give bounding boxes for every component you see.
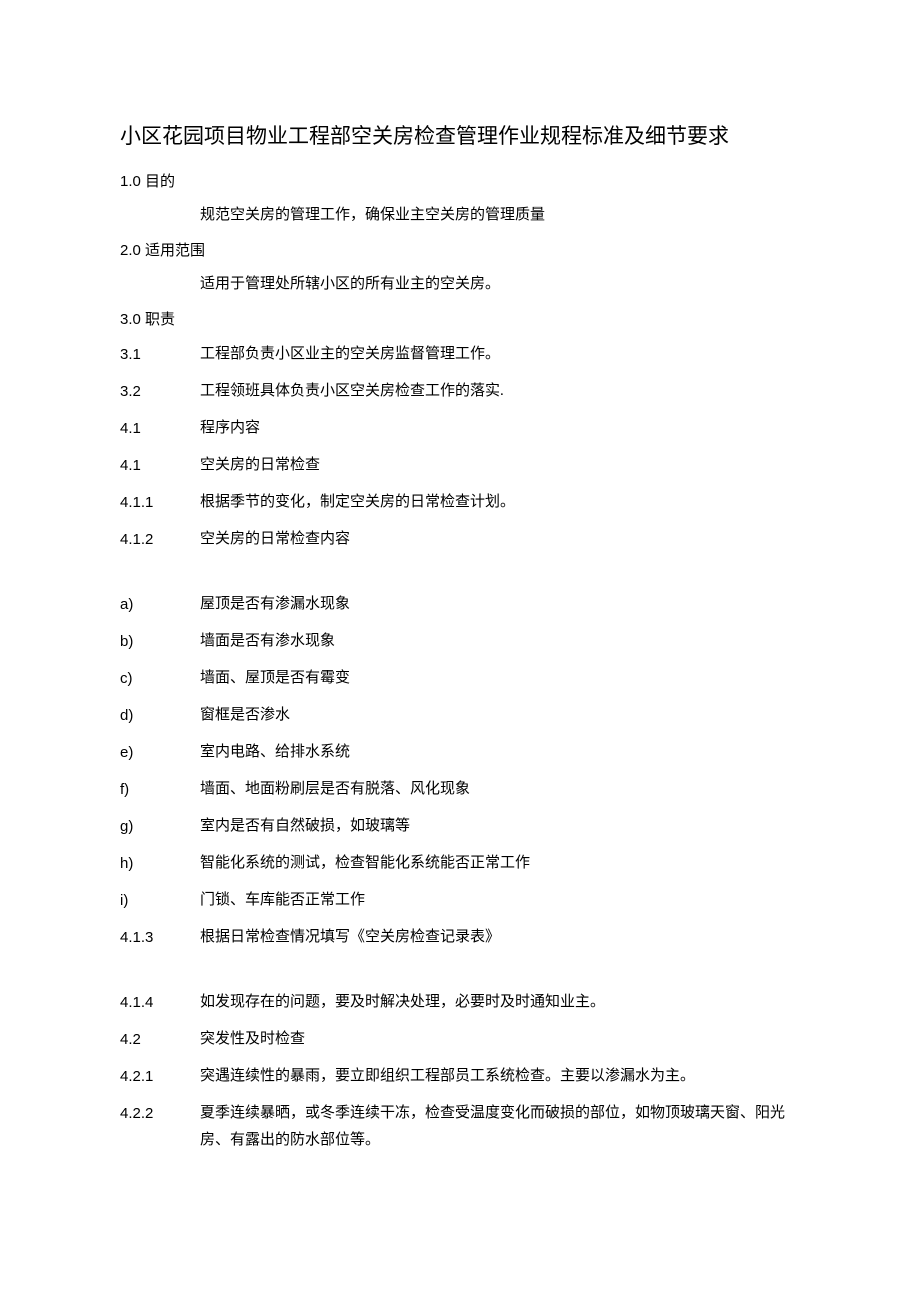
item-text: 夏季连续暴晒，或冬季连续干冻，检查受温度变化而破损的部位，如物顶玻璃天窗、阳光房…: [200, 1100, 800, 1154]
item-number: 4.1: [120, 415, 200, 442]
item-text: 墙面是否有渗水现象: [200, 628, 800, 655]
item-number: d): [120, 702, 200, 729]
list-item: a) 屋顶是否有渗漏水现象: [120, 591, 800, 618]
list-item: b) 墙面是否有渗水现象: [120, 628, 800, 655]
section-label: 职责: [145, 311, 175, 328]
item-text: 根据季节的变化，制定空关房的日常检查计划。: [200, 489, 800, 516]
item-number: 3.2: [120, 378, 200, 405]
item-text: 窗框是否渗水: [200, 702, 800, 729]
item-text: 程序内容: [200, 415, 800, 442]
item-text: 工程领班具体负责小区空关房检查工作的落实.: [200, 378, 800, 405]
list-item: 4.1 程序内容: [120, 415, 800, 442]
section-heading-responsibility: 3.0 职责: [120, 308, 800, 329]
item-text: 突发性及时检查: [200, 1026, 800, 1053]
item-number: 4.1.1: [120, 489, 200, 516]
list-item: g) 室内是否有自然破损，如玻璃等: [120, 813, 800, 840]
body-text: 适用于管理处所辖小区的所有业主的空关房。: [200, 272, 800, 296]
item-text: 屋顶是否有渗漏水现象: [200, 591, 800, 618]
list-item: c) 墙面、屋顶是否有霉变: [120, 665, 800, 692]
spacer: [120, 961, 800, 979]
item-text: 根据日常检查情况填写《空关房检查记录表》: [200, 924, 800, 951]
item-number: h): [120, 850, 200, 877]
list-item: 3.1 工程部负责小区业主的空关房监督管理工作。: [120, 341, 800, 368]
list-item: 4.1.3 根据日常检查情况填写《空关房检查记录表》: [120, 924, 800, 951]
body-text: 规范空关房的管理工作，确保业主空关房的管理质量: [200, 203, 800, 227]
item-text: 室内是否有自然破损，如玻璃等: [200, 813, 800, 840]
section-heading-scope: 2.0 适用范围: [120, 239, 800, 260]
item-text: 墙面、屋顶是否有霉变: [200, 665, 800, 692]
item-number: 4.2: [120, 1026, 200, 1053]
item-number: 4.1.4: [120, 989, 200, 1016]
document-title: 小区花园项目物业工程部空关房检查管理作业规程标准及细节要求: [120, 120, 800, 150]
list-item: i) 门锁、车库能否正常工作: [120, 887, 800, 914]
list-item: 3.2 工程领班具体负责小区空关房检查工作的落实.: [120, 378, 800, 405]
item-text: 空关房的日常检查: [200, 452, 800, 479]
item-number: 4.2.2: [120, 1100, 200, 1127]
item-number: 3.1: [120, 341, 200, 368]
item-number: 4.2.1: [120, 1063, 200, 1090]
item-number: 4.1: [120, 452, 200, 479]
item-text: 智能化系统的测试，检查智能化系统能否正常工作: [200, 850, 800, 877]
item-number: e): [120, 739, 200, 766]
list-item: 4.1 空关房的日常检查: [120, 452, 800, 479]
item-text: 空关房的日常检查内容: [200, 526, 800, 553]
item-number: f): [120, 776, 200, 803]
list-item: 4.1.1 根据季节的变化，制定空关房的日常检查计划。: [120, 489, 800, 516]
list-item: f) 墙面、地面粉刷层是否有脱落、风化现象: [120, 776, 800, 803]
item-number: c): [120, 665, 200, 692]
section-num: 2.0: [120, 242, 141, 259]
item-text: 门锁、车库能否正常工作: [200, 887, 800, 914]
item-text: 室内电路、给排水系统: [200, 739, 800, 766]
list-item: h) 智能化系统的测试，检查智能化系统能否正常工作: [120, 850, 800, 877]
list-item: 4.2.1 突遇连续性的暴雨，要立即组织工程部员工系统检查。主要以渗漏水为主。: [120, 1063, 800, 1090]
item-number: 4.1.2: [120, 526, 200, 553]
list-item: e) 室内电路、给排水系统: [120, 739, 800, 766]
list-item: 4.2 突发性及时检查: [120, 1026, 800, 1053]
list-item: 4.1.2 空关房的日常检查内容: [120, 526, 800, 553]
section-num: 3.0: [120, 311, 141, 328]
item-number: b): [120, 628, 200, 655]
list-item: 4.1.4 如发现存在的问题，要及时解决处理，必要时及时通知业主。: [120, 989, 800, 1016]
document-page: 小区花园项目物业工程部空关房检查管理作业规程标准及细节要求 1.0 目的 规范空…: [0, 0, 920, 1224]
item-number: a): [120, 591, 200, 618]
item-text: 工程部负责小区业主的空关房监督管理工作。: [200, 341, 800, 368]
item-text: 突遇连续性的暴雨，要立即组织工程部员工系统检查。主要以渗漏水为主。: [200, 1063, 800, 1090]
item-text: 墙面、地面粉刷层是否有脱落、风化现象: [200, 776, 800, 803]
item-number: 4.1.3: [120, 924, 200, 951]
section-label: 目的: [145, 173, 175, 190]
section-num: 1.0: [120, 173, 141, 190]
list-item: d) 窗框是否渗水: [120, 702, 800, 729]
section-label: 适用范围: [145, 242, 205, 259]
list-item: 4.2.2 夏季连续暴晒，或冬季连续干冻，检查受温度变化而破损的部位，如物顶玻璃…: [120, 1100, 800, 1154]
item-number: g): [120, 813, 200, 840]
section-heading-purpose: 1.0 目的: [120, 170, 800, 191]
item-text: 如发现存在的问题，要及时解决处理，必要时及时通知业主。: [200, 989, 800, 1016]
spacer: [120, 563, 800, 581]
item-number: i): [120, 887, 200, 914]
